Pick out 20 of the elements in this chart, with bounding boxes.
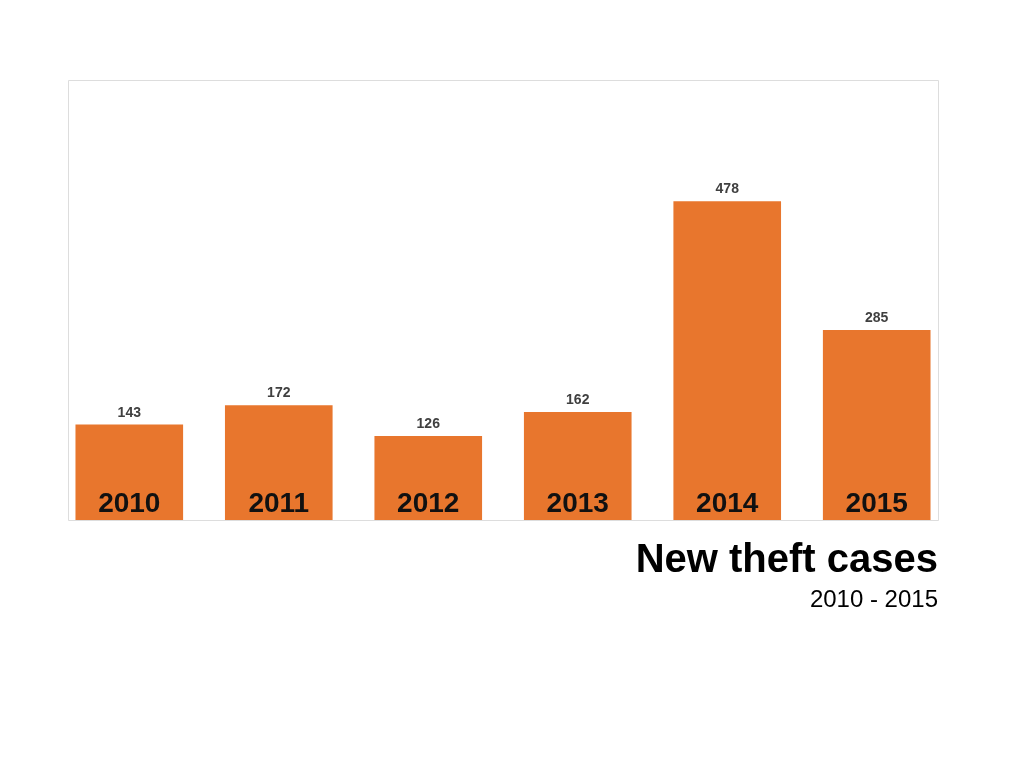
text: New theft cases (635, 536, 938, 580)
x-tick-label: 2014 (696, 487, 759, 518)
data-label: 478 (715, 180, 740, 197)
data-label: 285 (865, 308, 889, 325)
bar (822, 329, 931, 520)
x-tick-label: 2012 (397, 487, 460, 518)
x-tick-label: 2013 (546, 487, 609, 518)
data-label: 126 (416, 414, 441, 431)
data-label: 162 (566, 390, 590, 407)
data-label: 172 (267, 384, 291, 401)
x-tick-label: 2010 (98, 487, 161, 518)
bar (673, 201, 782, 520)
bar (75, 424, 184, 520)
bar (523, 411, 632, 520)
x-tick-label: 2015 (845, 487, 908, 518)
data-label: 143 (117, 403, 142, 420)
bar (374, 435, 483, 520)
x-tick-label: 2011 (248, 487, 310, 518)
text: 2010 - 2015 (809, 585, 938, 612)
bar (224, 405, 333, 520)
